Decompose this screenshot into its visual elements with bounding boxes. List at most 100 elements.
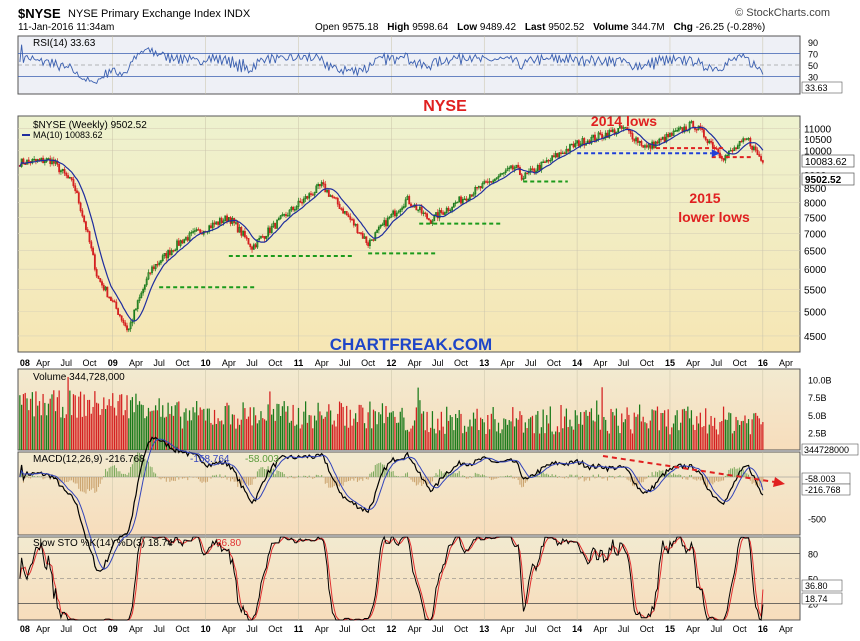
volume-bar xyxy=(153,410,155,450)
volume-bar xyxy=(179,416,182,450)
chg-value: -26.25 (-0.28%) xyxy=(695,22,766,33)
candle-body xyxy=(288,209,291,216)
candle-body xyxy=(744,138,746,140)
volume-bar xyxy=(760,424,762,450)
candle-body xyxy=(519,167,521,176)
candle-body xyxy=(392,210,395,215)
candle-body xyxy=(554,153,557,158)
volume-bar xyxy=(510,421,512,450)
volume-bar xyxy=(196,401,198,450)
candle-body xyxy=(499,173,502,177)
volume-bar xyxy=(722,406,725,450)
volume-bar xyxy=(362,407,364,450)
volume-bar xyxy=(544,433,546,450)
volume-bar xyxy=(630,429,632,450)
candle-body xyxy=(515,164,518,169)
candle-body xyxy=(293,209,296,211)
volume-bar xyxy=(524,422,526,450)
candle-body xyxy=(345,211,348,216)
volume-bar xyxy=(149,411,151,450)
volume-bar xyxy=(265,420,267,450)
candle-body xyxy=(458,196,461,203)
candle-body xyxy=(111,300,114,302)
candle-body xyxy=(220,218,223,224)
volume-bar xyxy=(537,411,539,450)
volume-bar xyxy=(440,411,442,450)
volume-bar xyxy=(60,417,62,450)
volume-bar xyxy=(513,426,516,450)
candle-body xyxy=(151,266,153,274)
candle-body xyxy=(142,289,145,294)
candle-body xyxy=(188,232,191,241)
candle-body xyxy=(683,126,686,133)
brand: © StockCharts.com xyxy=(735,7,830,19)
volume-bar xyxy=(192,407,194,450)
candle-body xyxy=(93,254,96,270)
volume-bar xyxy=(538,433,541,450)
volume-bar xyxy=(690,410,693,450)
sto-x-tick-label: 08 xyxy=(20,624,30,634)
price-tick-label: 10000 xyxy=(804,146,832,157)
volume-bar xyxy=(644,422,646,450)
candle-body xyxy=(508,167,511,169)
volume-bar xyxy=(263,419,266,450)
volume-bar xyxy=(546,415,548,450)
volume-bar xyxy=(254,415,257,450)
volume-bar xyxy=(406,429,409,450)
volume-bar xyxy=(747,419,750,450)
candle-body xyxy=(561,152,564,155)
volume-bar xyxy=(737,420,739,450)
price-panel-title: NYSE xyxy=(423,98,467,115)
volume-bar xyxy=(349,409,351,450)
price-x-tick-label: Jul xyxy=(618,358,630,368)
volume-bar xyxy=(492,407,494,450)
candle-body xyxy=(706,139,709,144)
volume-bar xyxy=(162,405,164,450)
volume-bar xyxy=(285,411,287,450)
price-x-tick-label: 15 xyxy=(665,358,675,368)
sto-x-tick-label: Apr xyxy=(129,624,143,634)
volume-bar xyxy=(688,418,691,450)
volume-bar xyxy=(65,414,67,450)
volume-bar xyxy=(169,413,171,450)
volume-bar xyxy=(631,433,634,450)
volume-bar xyxy=(405,430,407,450)
candle-body xyxy=(563,152,566,155)
low-value: 9489.42 xyxy=(479,22,517,33)
volume-bar xyxy=(28,410,30,450)
volume-bar xyxy=(469,419,471,450)
sto-value-box-k: 18.74 xyxy=(805,594,828,604)
volume-bar xyxy=(297,407,300,450)
candle-body xyxy=(736,145,739,150)
candle-body xyxy=(636,137,639,143)
price-x-tick-label: 16 xyxy=(758,358,768,368)
volume-bar xyxy=(417,387,419,450)
candle-body xyxy=(608,130,611,138)
volume-bar xyxy=(146,416,148,450)
candle-body xyxy=(67,175,70,179)
volume-bar xyxy=(371,428,373,450)
candle-body xyxy=(304,196,307,200)
volume-bar xyxy=(171,406,173,450)
volume-bar xyxy=(401,407,403,450)
candle-body xyxy=(711,142,714,149)
volume-bar xyxy=(365,428,367,450)
candle-body xyxy=(429,219,432,224)
candle-body xyxy=(290,206,293,211)
volume-bar xyxy=(519,411,521,450)
sto-x-tick-label: Apr xyxy=(315,624,329,634)
volume-bar xyxy=(569,419,571,450)
price-x-tick-label: Oct xyxy=(547,358,562,368)
candle-body xyxy=(658,138,661,144)
candle-body xyxy=(463,198,466,201)
volume-bar xyxy=(337,413,339,450)
candle-body xyxy=(79,202,82,212)
candle-body xyxy=(360,232,362,234)
volume-bar xyxy=(755,412,757,450)
candle-body xyxy=(95,269,98,277)
volume-bar xyxy=(565,408,568,450)
candle-body xyxy=(110,297,112,301)
volume-bar xyxy=(74,395,76,450)
candle-body xyxy=(222,220,225,224)
candle-body xyxy=(372,239,375,241)
